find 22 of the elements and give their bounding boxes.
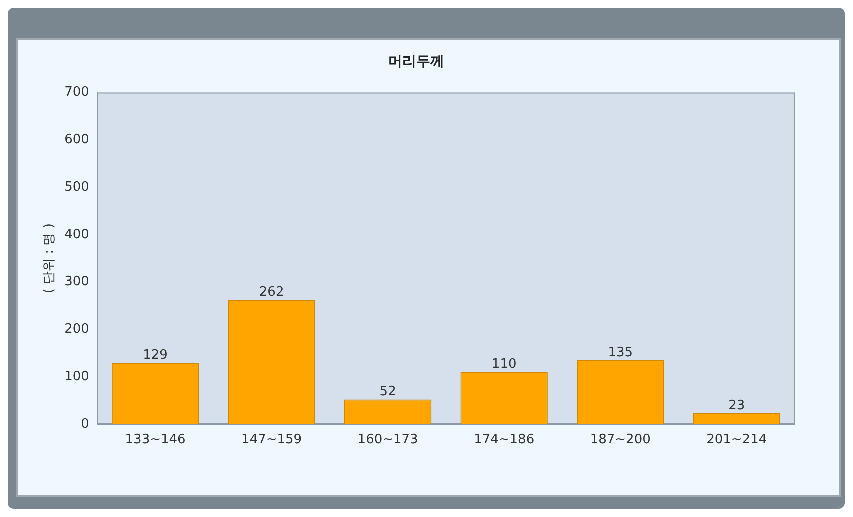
x-tick-label: 133~146 (125, 432, 186, 448)
chart-title: 머리두께 (388, 54, 444, 70)
data-label: 23 (728, 398, 746, 414)
y-axis-title: ( 단위 : 명 ) (42, 224, 58, 294)
data-label: 52 (380, 384, 396, 400)
data-label: 262 (259, 285, 284, 300)
y-tick-label: 200 (64, 322, 90, 338)
y-tick-label: 400 (64, 227, 90, 242)
y-tick-label: 100 (64, 369, 90, 384)
x-tick-label: 174~186 (474, 432, 535, 448)
x-tick-label: 187~200 (590, 432, 651, 448)
x-tick-label: 147~159 (242, 432, 302, 448)
y-tick-label: 0 (81, 416, 90, 432)
x-tick-label: 201~214 (706, 432, 768, 448)
y-tick-label: 500 (64, 180, 90, 195)
data-label: 110 (492, 357, 517, 372)
data-label: 135 (608, 345, 634, 360)
x-tick-label: 160~173 (358, 432, 418, 448)
y-tick-label: 700 (64, 85, 90, 100)
y-tick-label: 300 (64, 274, 90, 290)
data-label: 129 (143, 348, 168, 364)
y-tick-label: 600 (64, 132, 90, 148)
